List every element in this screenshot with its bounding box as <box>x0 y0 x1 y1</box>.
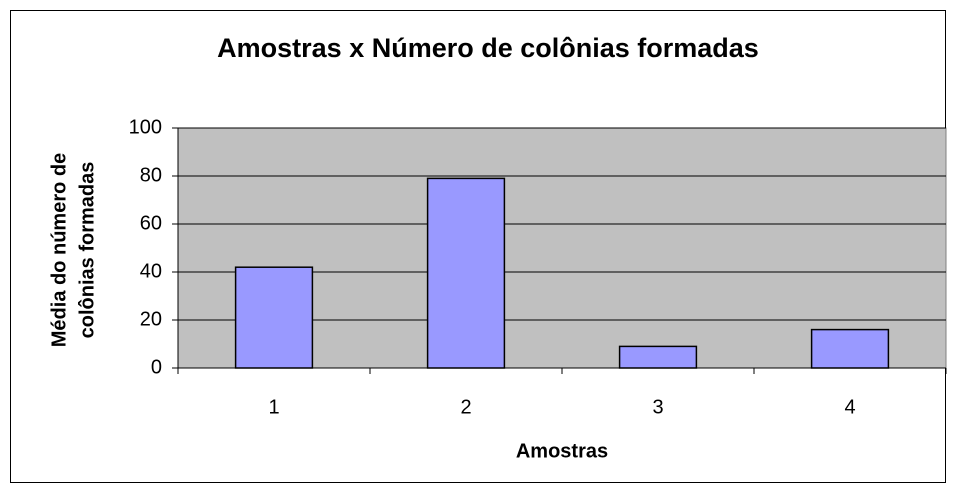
bar <box>810 328 890 369</box>
x-axis-label: Amostras <box>516 440 608 462</box>
y-axis-label: Média do número de <box>48 153 70 347</box>
y-tick-label: 0 <box>151 356 162 378</box>
y-tick-label: 20 <box>140 308 162 330</box>
x-tick-label: 2 <box>460 396 471 418</box>
y-tick-label: 60 <box>140 212 162 234</box>
x-tick-label: 3 <box>652 396 663 418</box>
bar <box>426 177 506 369</box>
bar <box>618 345 698 369</box>
y-tick-label: 100 <box>129 116 162 138</box>
bar <box>234 266 314 369</box>
y-axis-label: colônias formadas <box>76 162 98 339</box>
chart-title: Amostras x Número de colônias formadas <box>217 33 759 63</box>
y-tick-label: 40 <box>140 260 162 282</box>
x-tick-label: 4 <box>844 396 855 418</box>
x-tick-label: 1 <box>268 396 279 418</box>
y-tick-label: 80 <box>140 164 162 186</box>
